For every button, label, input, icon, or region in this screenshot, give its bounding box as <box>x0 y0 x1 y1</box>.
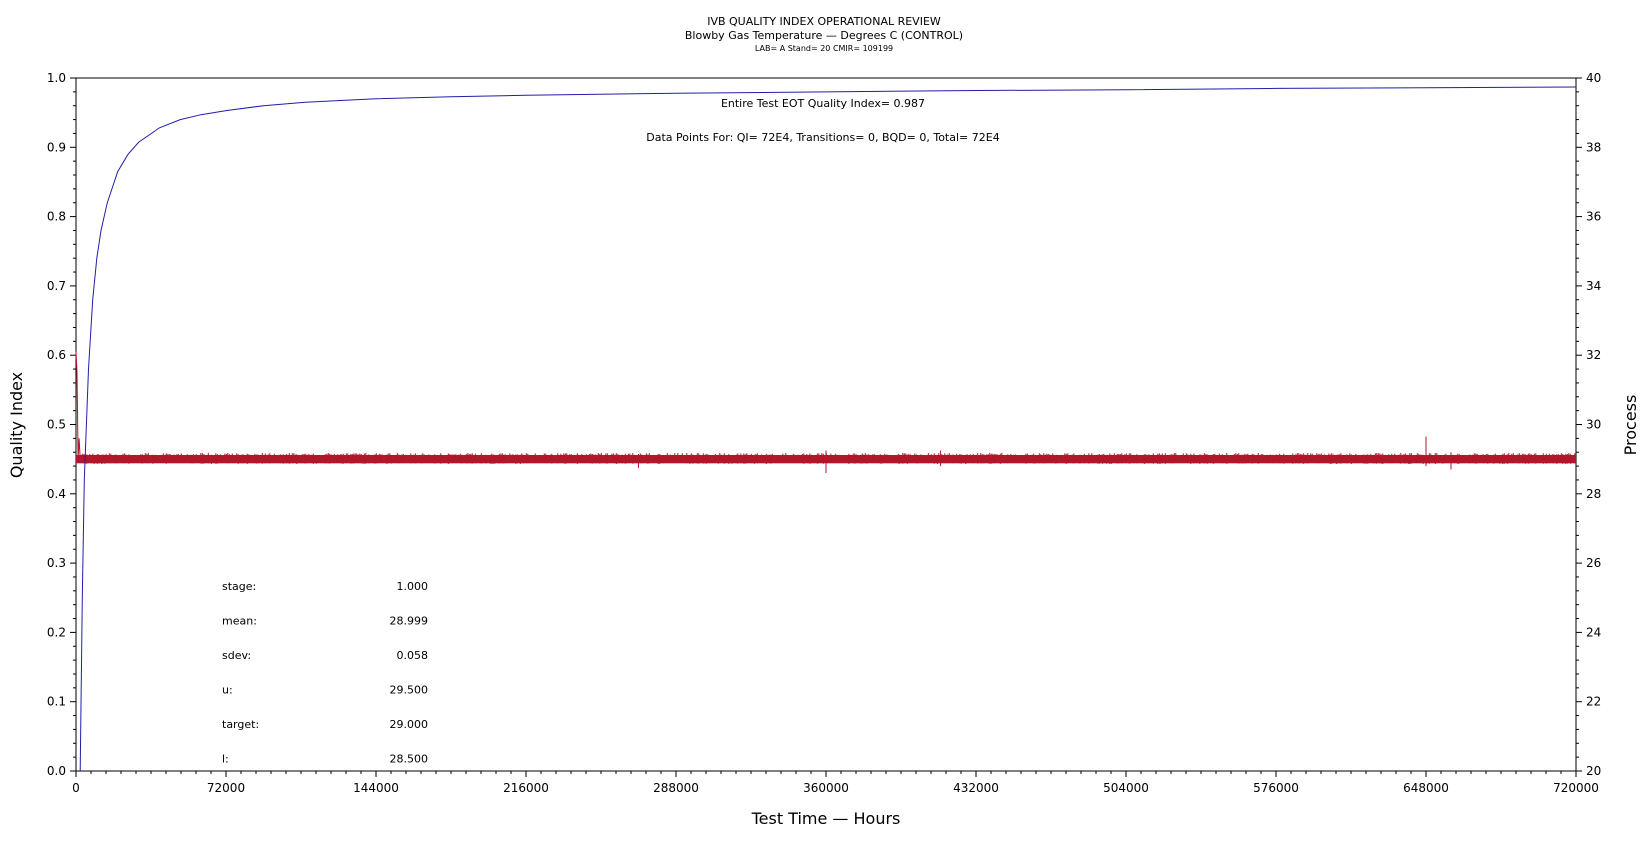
x-tick-label: 720000 <box>1553 781 1599 795</box>
y-left-tick-label: 0.6 <box>47 348 66 362</box>
y-left-tick-label: 0.7 <box>47 279 66 293</box>
chart-title: IVB QUALITY INDEX OPERATIONAL REVIEW <box>707 15 941 28</box>
plot-frame <box>75 77 1577 772</box>
stat-value: 29.000 <box>390 718 429 731</box>
y-left-tick-label: 0.8 <box>47 210 66 224</box>
y-right-tick-label: 34 <box>1586 279 1601 293</box>
process-line <box>75 351 1577 464</box>
stat-value: 28.500 <box>390 753 429 766</box>
chart-subtitle: Blowby Gas Temperature — Degrees C (CONT… <box>685 29 963 42</box>
y-right-tick-label: 24 <box>1586 625 1601 639</box>
y-right-tick-label: 20 <box>1586 764 1601 778</box>
stat-value: 1.000 <box>397 580 429 593</box>
stat-label: mean: <box>222 615 257 628</box>
quality-index-series <box>79 86 1577 772</box>
process-series <box>75 351 1577 474</box>
x-tick-label: 360000 <box>803 781 849 795</box>
x-tick-label: 0 <box>72 781 80 795</box>
x-tick-label: 432000 <box>953 781 999 795</box>
y-left-tick-label: 0.0 <box>47 764 66 778</box>
y-right-axis-ticks: 20 22 24 26 28 30 32 34 36 38 40 <box>1576 71 1601 778</box>
stat-label: stage: <box>222 580 256 593</box>
y-left-tick-label: 0.4 <box>47 487 66 501</box>
stat-label: sdev: <box>222 649 251 662</box>
process-jitter <box>81 452 1576 464</box>
x-tick-label: 504000 <box>1103 781 1149 795</box>
x-tick-label: 216000 <box>503 781 549 795</box>
annotation-points: Data Points For: QI= 72E4, Transitions= … <box>646 131 999 144</box>
y-right-tick-label: 32 <box>1586 348 1601 362</box>
y-left-tick-label: 0.1 <box>47 695 66 709</box>
x-tick-label: 648000 <box>1403 781 1449 795</box>
y-left-tick-label: 0.2 <box>47 625 66 639</box>
y-right-tick-label: 28 <box>1586 487 1601 501</box>
y-right-tick-label: 38 <box>1586 140 1601 154</box>
chart-subtitle-2: LAB= A Stand= 20 CMIR= 109199 <box>755 44 893 53</box>
stat-label: target: <box>222 718 259 731</box>
stat-value: 29.500 <box>390 684 429 697</box>
y-left-axis-ticks: 0.0 0.1 0.2 0.3 0.4 0.5 0.6 0.7 0.8 0.9 1.0 <box>47 71 76 778</box>
quality-index-line <box>79 86 1577 772</box>
x-tick-label: 288000 <box>653 781 699 795</box>
y-right-tick-label: 26 <box>1586 556 1601 570</box>
annotation-eot: Entire Test EOT Quality Index= 0.987 <box>721 97 925 110</box>
y-right-tick-label: 30 <box>1586 418 1601 432</box>
y-left-tick-label: 0.5 <box>47 418 66 432</box>
x-axis-ticks: 0 72000 144000 216000 288000 360000 432000 5040… <box>72 771 1599 795</box>
x-axis-label: Test Time — Hours <box>751 809 901 828</box>
x-tick-label: 576000 <box>1253 781 1299 795</box>
stat-value: 0.058 <box>397 649 429 662</box>
y-right-tick-label: 36 <box>1586 210 1601 224</box>
y-left-tick-label: 0.3 <box>47 556 66 570</box>
y-right-tick-label: 40 <box>1586 71 1601 85</box>
y-right-axis-label: Process <box>1621 395 1640 456</box>
stats-table: stage: 1.000 mean: 28.999 sdev: 0.058 u: 29.500… <box>222 580 428 766</box>
y-left-axis-label: Quality Index <box>7 372 26 478</box>
y-right-tick-label: 22 <box>1586 695 1601 709</box>
stat-value: 28.999 <box>390 615 429 628</box>
x-tick-label: 72000 <box>207 781 245 795</box>
stat-label: u: <box>222 684 233 697</box>
y-left-tick-label: 0.9 <box>47 140 66 154</box>
y-left-tick-label: 1.0 <box>47 71 66 85</box>
stat-label: l: <box>222 753 229 766</box>
x-tick-label: 144000 <box>353 781 399 795</box>
